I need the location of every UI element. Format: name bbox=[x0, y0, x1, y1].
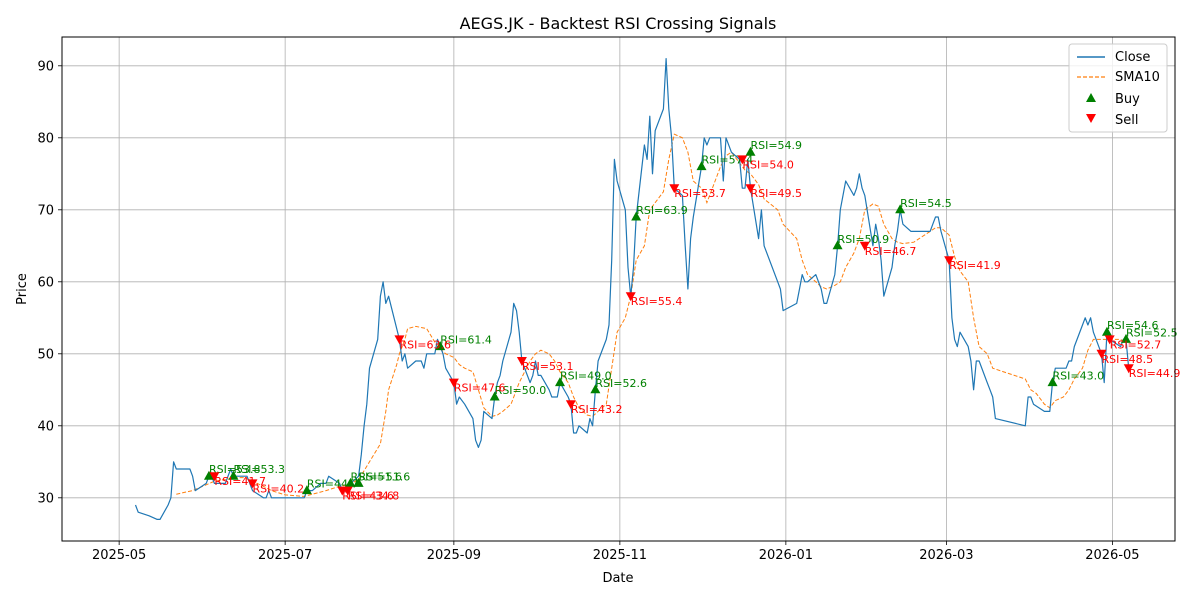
x-tick-label: 2026-01 bbox=[759, 548, 813, 563]
buy-annotation: RSI=53.3 bbox=[233, 463, 285, 476]
buy-marker bbox=[435, 341, 446, 351]
buy-marker bbox=[489, 391, 500, 401]
buy-marker bbox=[832, 240, 843, 250]
buy-marker bbox=[203, 470, 214, 480]
chart-title: AEGS.JK - Backtest RSI Crossing Signals bbox=[460, 14, 777, 33]
y-tick-label: 80 bbox=[37, 131, 54, 146]
sell-marker bbox=[737, 155, 748, 165]
buy-marker bbox=[554, 377, 565, 387]
sell-marker bbox=[394, 335, 405, 345]
buy-annotation: RSI=52.5 bbox=[1126, 326, 1178, 339]
plot-frame bbox=[61, 36, 1176, 542]
y-tick-label: 70 bbox=[37, 203, 54, 218]
buy-marker bbox=[1121, 333, 1132, 343]
buy-marker bbox=[745, 146, 756, 156]
sell-marker bbox=[944, 256, 955, 266]
sell-marker bbox=[669, 184, 680, 194]
legend-sma-label: SMA10 bbox=[1115, 70, 1160, 85]
y-tick-label: 90 bbox=[37, 59, 54, 74]
y-tick-label: 50 bbox=[37, 347, 54, 362]
sell-annotation: RSI=53.7 bbox=[674, 187, 726, 200]
buy-marker bbox=[696, 161, 707, 171]
y-tick-label: 60 bbox=[37, 275, 54, 290]
sell-marker bbox=[516, 357, 527, 366]
sell-annotation: RSI=53.1 bbox=[522, 360, 574, 373]
x-tick-label: 2025-11 bbox=[593, 548, 647, 563]
buy-annotation: RSI=61.4 bbox=[440, 334, 492, 347]
sell-annotation: RSI=49.5 bbox=[750, 187, 802, 200]
sell-annotation: RSI=43.6 bbox=[342, 490, 394, 503]
x-tick-label: 2025-05 bbox=[92, 548, 146, 563]
buy-marker bbox=[345, 477, 356, 487]
buy-annotation: RSI=63.9 bbox=[636, 204, 688, 217]
x-axis-title: Date bbox=[602, 571, 633, 586]
sell-annotation: RSI=48.5 bbox=[1102, 353, 1154, 366]
buy-marker bbox=[631, 211, 642, 221]
sell-marker bbox=[448, 378, 459, 388]
sell-annotation: RSI=41.9 bbox=[949, 259, 1001, 272]
legend: Close SMA10 Buy Sell bbox=[1068, 43, 1168, 133]
buy-annotation: RSI=54.9 bbox=[750, 139, 802, 152]
sell-annotation: RSI=55.4 bbox=[631, 295, 683, 308]
signal-markers: RSI=53.8RSI=53.3RSI=44.7RSI=51.6RSI=51.6… bbox=[203, 139, 1181, 503]
buy-annotation: RSI=54.6 bbox=[1107, 319, 1159, 332]
sell-marker bbox=[745, 184, 756, 194]
sell-annotation: RSI=40.2 bbox=[252, 482, 304, 495]
sell-annotation: RSI=63.6 bbox=[399, 338, 451, 351]
buy-annotation: RSI=51.6 bbox=[350, 470, 402, 483]
buy-marker bbox=[301, 485, 312, 495]
buy-marker bbox=[1047, 377, 1058, 387]
axis-ticks: 2025-05 2025-07 2025-09 2025-11 2026-01 2026-… bbox=[37, 59, 1139, 563]
buy-annotation: RSI=49.0 bbox=[560, 370, 612, 383]
sell-marker bbox=[209, 472, 220, 482]
x-tick-label: 2025-09 bbox=[427, 548, 481, 563]
sma10-line bbox=[176, 133, 1127, 497]
buy-marker bbox=[895, 204, 906, 214]
buy-annotation: RSI=53.8 bbox=[209, 463, 261, 476]
y-tick-label: 30 bbox=[37, 491, 54, 506]
sell-annotation: RSI=34.8 bbox=[348, 490, 400, 503]
x-tick-label: 2025-07 bbox=[258, 548, 312, 563]
x-tick-label: 2026-03 bbox=[919, 548, 973, 563]
buy-marker bbox=[590, 384, 601, 394]
sell-annotation: RSI=52.7 bbox=[1110, 338, 1162, 351]
buy-marker bbox=[1101, 326, 1112, 336]
buy-annotation: RSI=43.0 bbox=[1053, 370, 1105, 383]
legend-box bbox=[1068, 43, 1168, 133]
buy-annotation: RSI=51.6 bbox=[359, 470, 411, 483]
sell-marker bbox=[1096, 349, 1107, 359]
sell-marker bbox=[859, 241, 870, 251]
legend-buy-marker bbox=[1086, 93, 1096, 102]
buy-marker bbox=[228, 470, 239, 480]
buy-annotation: RSI=50.9 bbox=[838, 233, 890, 246]
sell-marker bbox=[625, 292, 636, 302]
sell-marker bbox=[565, 400, 576, 410]
sell-marker bbox=[342, 486, 353, 496]
sell-marker bbox=[247, 479, 258, 489]
sell-annotation: RSI=46.7 bbox=[865, 245, 917, 258]
legend-sell-marker bbox=[1086, 114, 1096, 123]
buy-annotation: RSI=50.0 bbox=[495, 384, 547, 397]
legend-buy-label: Buy bbox=[1115, 92, 1140, 107]
y-tick-label: 40 bbox=[37, 419, 54, 434]
grid bbox=[62, 37, 1175, 541]
buy-annotation: RSI=54.5 bbox=[900, 197, 952, 210]
buy-annotation: RSI=52.6 bbox=[595, 377, 647, 390]
legend-close-label: Close bbox=[1115, 50, 1150, 65]
sell-annotation: RSI=44.9 bbox=[1129, 367, 1181, 380]
legend-sell-label: Sell bbox=[1115, 113, 1138, 128]
y-axis-title: Price bbox=[15, 273, 30, 305]
x-tick-label: 2026-05 bbox=[1085, 548, 1139, 563]
sell-annotation: RSI=54.0 bbox=[742, 158, 794, 171]
sell-annotation: RSI=43.2 bbox=[571, 403, 623, 416]
sell-marker bbox=[1123, 364, 1134, 374]
buy-marker bbox=[353, 477, 364, 487]
sell-marker bbox=[1104, 335, 1115, 345]
sell-annotation: RSI=47.6 bbox=[454, 382, 506, 395]
